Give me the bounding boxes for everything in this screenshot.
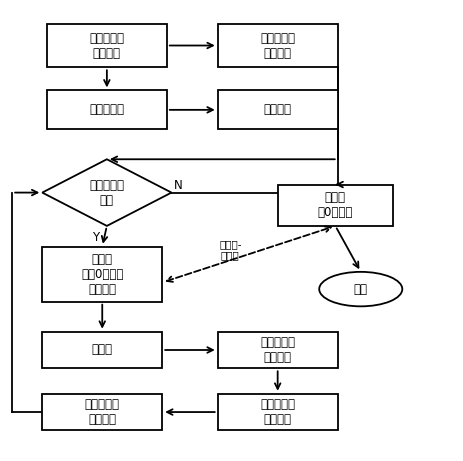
Text: 结束: 结束 (354, 283, 368, 296)
Text: 数据划分: 数据划分 (263, 103, 292, 116)
FancyBboxPatch shape (278, 184, 393, 226)
FancyBboxPatch shape (47, 90, 167, 130)
Text: 从进程
（非0进程）
数据处理: 从进程 （非0进程） 数据处理 (81, 253, 124, 296)
Text: 打开目标数
据源文件: 打开目标数 据源文件 (260, 336, 295, 364)
FancyBboxPatch shape (42, 394, 162, 431)
FancyBboxPatch shape (47, 24, 167, 67)
Text: 并行初始化: 并行初始化 (89, 103, 125, 116)
Text: 存在待处理
数据: 存在待处理 数据 (89, 178, 125, 207)
Text: Y: Y (92, 231, 99, 244)
Text: 从进程: 从进程 (92, 343, 113, 356)
Text: N: N (174, 179, 183, 192)
Text: 主进程
（0进程）: 主进程 （0进程） (318, 191, 353, 219)
FancyBboxPatch shape (42, 247, 162, 302)
Polygon shape (42, 159, 171, 226)
Text: 创建目标数
据源文件: 创建目标数 据源文件 (89, 31, 125, 59)
Text: 写入目标数
据源文件: 写入目标数 据源文件 (260, 398, 295, 426)
FancyBboxPatch shape (218, 24, 338, 67)
Text: 关闭目标数
据源文件: 关闭目标数 据源文件 (260, 31, 295, 59)
FancyBboxPatch shape (218, 331, 338, 368)
Text: 主从进-
程通信: 主从进- 程通信 (219, 239, 242, 260)
FancyBboxPatch shape (42, 331, 162, 368)
Text: 关闭目标数
据源文件: 关闭目标数 据源文件 (85, 398, 120, 426)
FancyBboxPatch shape (218, 90, 338, 130)
Ellipse shape (319, 272, 402, 307)
FancyBboxPatch shape (218, 394, 338, 431)
